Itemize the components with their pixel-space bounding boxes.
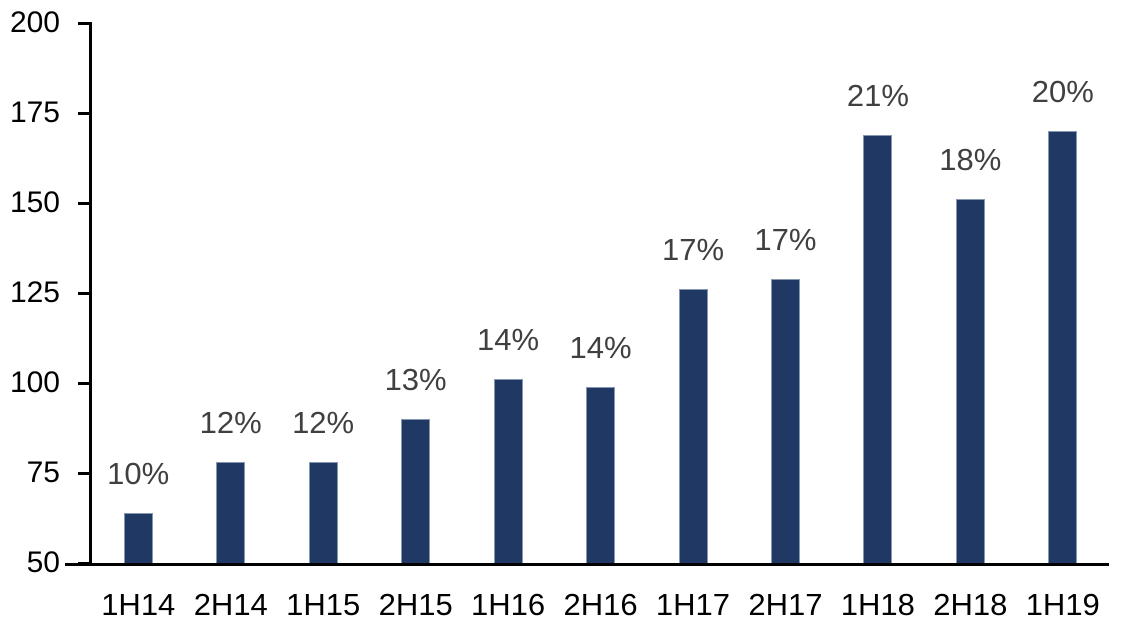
bar-value-label: 13% xyxy=(384,362,447,397)
bar-value-label: 20% xyxy=(1031,74,1094,109)
x-category-label: 2H14 xyxy=(193,587,268,622)
bar xyxy=(863,134,893,563)
bar xyxy=(216,462,246,563)
y-axis-tick xyxy=(78,112,92,115)
y-axis-tick-label: 200 xyxy=(9,6,60,39)
x-category-label: 1H18 xyxy=(840,587,915,622)
bar-value-label: 12% xyxy=(199,405,262,441)
y-axis-tick xyxy=(78,202,92,205)
bar-value-label: 10% xyxy=(107,455,170,491)
x-axis-line xyxy=(65,563,1109,566)
bar xyxy=(770,278,800,563)
bar xyxy=(1048,131,1078,563)
y-axis-tick-label: 75 xyxy=(26,456,60,489)
y-axis-tick xyxy=(78,22,92,25)
y-axis-tick xyxy=(78,472,92,475)
y-axis-tick xyxy=(78,562,92,565)
x-category-label: 1H19 xyxy=(1025,587,1100,622)
bar xyxy=(493,379,523,563)
bar-value-label: 14% xyxy=(569,329,632,365)
bar-value-label: 14% xyxy=(476,322,540,358)
bar-value-label: 18% xyxy=(939,142,1002,178)
y-axis-tick xyxy=(78,382,92,385)
x-category-label: 1H17 xyxy=(655,587,730,622)
bar xyxy=(308,462,338,563)
bar xyxy=(586,386,615,563)
x-category-label: 2H15 xyxy=(378,587,453,622)
y-axis-tick-label: 100 xyxy=(9,366,60,399)
x-category-label: 2H17 xyxy=(748,587,823,622)
x-category-label: 1H14 xyxy=(101,587,176,622)
x-category-label: 2H18 xyxy=(933,587,1008,622)
bar xyxy=(955,199,985,563)
bar xyxy=(678,289,708,563)
x-category-label: 2H16 xyxy=(563,587,638,622)
bar-value-label: 17% xyxy=(754,221,817,257)
bar xyxy=(123,512,153,563)
bar xyxy=(401,419,431,563)
bar-value-label: 12% xyxy=(292,405,355,441)
x-category-label: 1H15 xyxy=(286,587,361,622)
y-axis-tick-label: 150 xyxy=(9,186,60,219)
bar-value-label: 17% xyxy=(661,232,725,268)
y-axis-tick-label: 125 xyxy=(9,276,60,309)
y-axis-tick xyxy=(78,292,92,295)
y-axis-tick-label: 175 xyxy=(9,96,60,129)
x-category-label: 1H16 xyxy=(470,587,546,622)
y-axis-tick-label: 50 xyxy=(26,546,60,579)
bar-value-label: 21% xyxy=(846,77,909,113)
